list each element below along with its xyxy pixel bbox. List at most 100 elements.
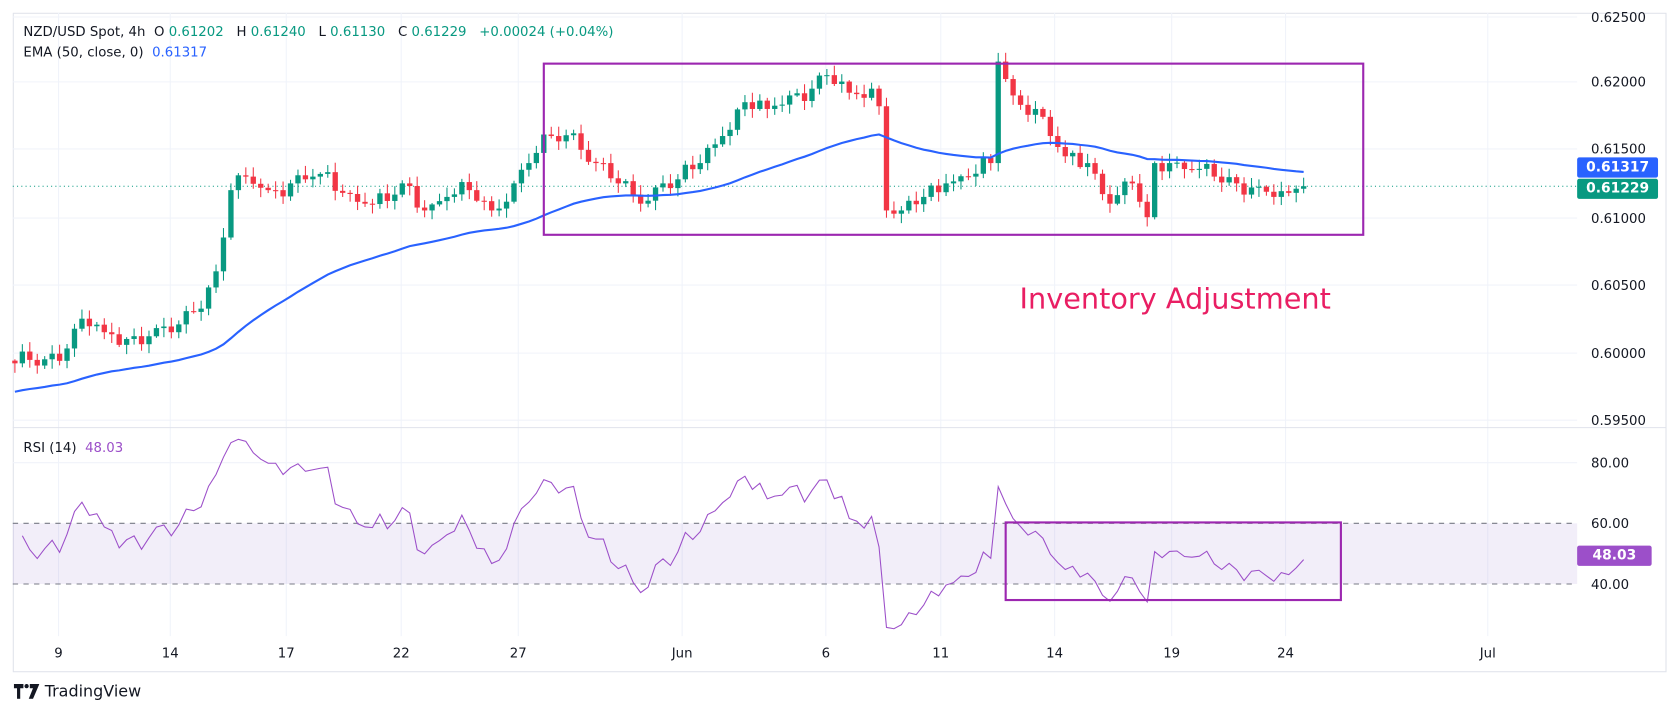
candle-body [19, 351, 26, 364]
ema-value: 0.61317 [152, 43, 208, 60]
candle-body [1017, 95, 1024, 105]
symbol-legend: NZD/USD Spot, 4h O 0.61202 H 0.61240 L 0.61… [23, 23, 617, 39]
candle-body [645, 200, 651, 204]
ohlc-close: C 0.61229 [398, 23, 471, 39]
candle-body [347, 192, 353, 194]
candle-body [630, 181, 636, 195]
candle-body [883, 106, 890, 211]
candle-body [667, 183, 674, 189]
candle-body [340, 190, 346, 193]
candle-body [1077, 152, 1083, 168]
candle-body [928, 185, 934, 197]
candle-body [705, 147, 711, 164]
candle-body [496, 208, 502, 211]
candle-body [868, 88, 875, 98]
rsi-line [21, 438, 1305, 630]
candle-body [511, 183, 517, 202]
candle-body [690, 164, 696, 170]
candle-body [794, 93, 800, 96]
time-axis-label: 9 [54, 644, 63, 661]
ohlc-low-value: 0.61130 [330, 23, 386, 40]
candle-body [407, 183, 413, 187]
candle-body [876, 88, 882, 107]
candle-body [131, 336, 137, 339]
candle-body [891, 210, 897, 214]
candle-body [772, 105, 778, 109]
candle-body [384, 193, 391, 201]
candle-body [488, 201, 495, 211]
ohlc-low: L 0.61130 [319, 23, 390, 39]
candle-body [1114, 195, 1121, 204]
candle-body [719, 136, 726, 145]
candle-body [1010, 79, 1016, 96]
candle-body [272, 190, 279, 192]
ema-price-tag: 0.61317 [1577, 157, 1659, 178]
ohlc-high: H 0.61240 [236, 23, 310, 39]
candle-body [697, 163, 703, 170]
time-axis-label: 14 [1046, 644, 1064, 661]
candle-body [734, 109, 741, 130]
candle-body [146, 336, 152, 345]
rsi-axis-label: 80.00 [1590, 454, 1630, 471]
candle-body [906, 200, 912, 211]
candle-body [228, 190, 234, 238]
candle-body [1286, 191, 1292, 193]
candle-body [935, 185, 942, 193]
candle-body [191, 311, 197, 313]
ohlc-high-label: H [236, 23, 247, 40]
candle-body [675, 179, 681, 189]
rsi-range-box [1004, 521, 1342, 602]
rsi-label[interactable]: RSI (14) [23, 439, 77, 456]
ohlc-open: O 0.61202 [154, 23, 228, 39]
time-axis-label: 17 [277, 644, 295, 661]
rsi-legend: RSI (14) 48.03 [23, 439, 127, 455]
candle-body [839, 81, 845, 84]
candle-body [332, 172, 338, 191]
candle-body [280, 190, 286, 197]
candle-body [1271, 191, 1277, 197]
candle-body [429, 204, 435, 211]
annotation-text[interactable]: Inventory Adjustment [1019, 282, 1331, 316]
candle-body [503, 201, 510, 209]
candle-body [1263, 186, 1270, 192]
tradingview-logo[interactable]: TradingView [13, 682, 141, 701]
candle-body [824, 75, 830, 77]
price-axis-label: 0.60500 [1590, 277, 1647, 294]
candle-body [518, 169, 525, 184]
candle-body [563, 135, 569, 142]
candle-body [392, 194, 398, 201]
candle-body [1226, 177, 1232, 183]
candle-body [809, 88, 815, 101]
symbol-title[interactable]: NZD/USD Spot, 4h [23, 23, 146, 40]
candle-body [1293, 188, 1299, 193]
candle-body [64, 348, 70, 361]
last-price-tag: 0.61229 [1577, 178, 1659, 199]
candle-body [1174, 162, 1180, 164]
candle-body [995, 61, 1001, 164]
candle-body [548, 134, 554, 137]
time-axis-label: 6 [821, 644, 831, 661]
ohlc-close-label: C [397, 23, 408, 40]
time-axis-label: 27 [509, 644, 527, 661]
candle-body [198, 308, 204, 312]
candle-body [220, 237, 227, 272]
candle-body [377, 193, 383, 205]
candle-body [831, 75, 837, 84]
candle-body [317, 173, 323, 177]
candle-body [183, 311, 189, 325]
candle-body [585, 149, 592, 162]
time-axis-label: Jun [671, 644, 693, 661]
candle-body [1219, 176, 1225, 183]
candle-body [749, 102, 756, 109]
ema-label[interactable]: EMA (50, close, 0) [23, 43, 144, 60]
candle-body [1159, 163, 1165, 172]
candle-body [1099, 173, 1106, 195]
candle-body [570, 133, 577, 136]
candle-body [451, 194, 458, 197]
candle-body [623, 181, 629, 184]
candle-body [1084, 163, 1091, 168]
time-axis-label: 24 [1277, 644, 1295, 661]
candle-body [138, 336, 145, 345]
candle-body [556, 136, 562, 142]
